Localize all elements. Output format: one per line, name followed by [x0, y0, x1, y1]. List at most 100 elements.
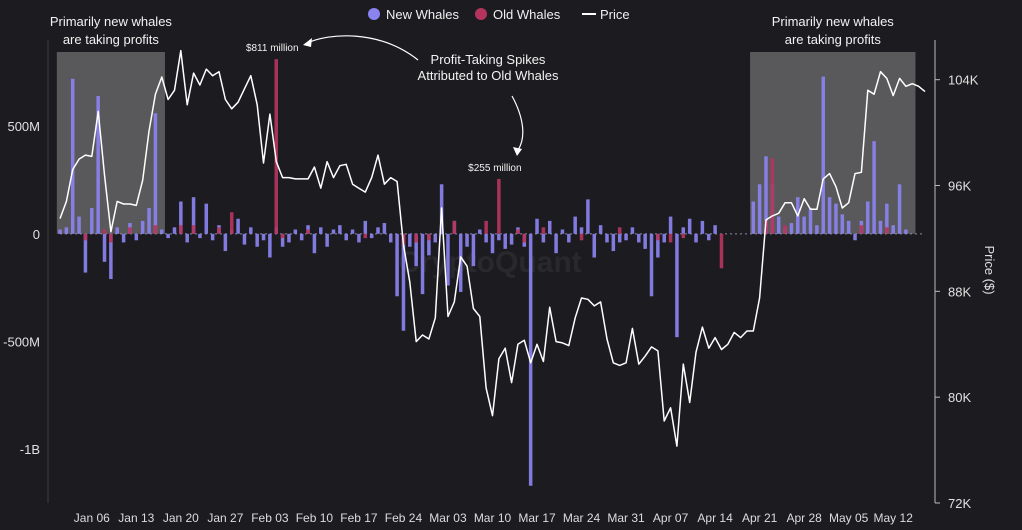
price-line-group — [59, 49, 926, 447]
highlight-label-2-line2: are taking profits — [785, 32, 882, 47]
x-axis: Jan 06 Jan 13 Jan 20 Jan 27 Feb 03 Feb 10 Feb … — [74, 511, 913, 525]
new-whales-bar — [147, 207, 151, 234]
old-whales-bars — [83, 59, 889, 269]
new-whales-bar — [656, 233, 660, 258]
new-whales-bar — [465, 233, 469, 247]
x-tick-label: Feb 03 — [251, 511, 289, 525]
new-whales-bar — [471, 233, 476, 267]
new-whales-bar — [904, 229, 908, 234]
new-whales-bar — [675, 233, 679, 338]
new-whales-bar — [776, 216, 781, 234]
old-whales-bar — [229, 212, 234, 234]
new-whales-bar — [121, 233, 126, 243]
new-whales-bar — [134, 233, 139, 241]
new-whales-bar — [433, 233, 438, 243]
new-whales-bar — [115, 227, 119, 234]
old-whales-bar — [516, 229, 520, 234]
highlight-label-2-line1: Primarily new whales — [772, 14, 895, 29]
highlight-zone-2 — [750, 52, 916, 234]
new-whales-bar — [287, 233, 291, 243]
new-whales-bar — [420, 233, 425, 295]
y2-tick-label: 88K — [948, 284, 971, 299]
old-whales-bar — [770, 158, 775, 234]
legend-label: Price — [600, 7, 630, 22]
old-whales-bar — [541, 227, 546, 234]
x-tick-label: Mar 10 — [474, 511, 512, 525]
x-tick-label: Jan 20 — [163, 511, 199, 525]
new-whales-bar — [408, 233, 412, 247]
x-tick-label: Feb 24 — [385, 511, 423, 525]
legend-label: Old Whales — [493, 7, 561, 22]
new-whales-bar — [319, 227, 323, 234]
new-whales-bar — [223, 233, 228, 252]
new-whales-bar — [891, 225, 895, 234]
new-whales-bar — [846, 220, 851, 234]
old-whales-bar — [102, 229, 107, 234]
old-whales-bar — [217, 227, 221, 234]
new-whales-bar — [713, 225, 717, 234]
new-whales-bar — [490, 233, 495, 254]
new-whales-bar — [853, 233, 857, 241]
new-whales-bar — [630, 227, 635, 234]
new-whales-bar — [579, 227, 584, 234]
new-whales-bars — [58, 76, 908, 486]
new-whales-bar — [751, 201, 756, 234]
price-line — [59, 49, 926, 447]
new-whales-bar — [592, 233, 597, 258]
new-whales-bar — [268, 233, 272, 258]
new-whales-bar — [707, 233, 711, 241]
old-whales-bar — [427, 233, 431, 241]
x-tick-label: Apr 07 — [653, 511, 689, 525]
new-whales-bar — [637, 233, 641, 243]
new-whales-bar — [866, 201, 870, 234]
old-whales-bar — [452, 220, 457, 234]
y2-tick-label: 80K — [948, 390, 971, 405]
right-y-axis: 104K 96K 88K 80K 72K — [935, 73, 979, 511]
new-whales-bar — [331, 229, 336, 234]
legend-swatch — [475, 8, 487, 20]
new-whales-bar — [567, 233, 571, 243]
new-whales-bar — [357, 233, 361, 243]
new-whales-bar — [484, 233, 488, 243]
new-whales-bar — [528, 233, 533, 486]
new-whales-bar — [611, 233, 616, 252]
old-whales-bar — [783, 225, 787, 234]
new-whales-bar — [369, 233, 374, 239]
new-whales-bar — [573, 216, 577, 234]
y-tick-label: 500M — [7, 119, 40, 134]
new-whales-bar — [872, 141, 876, 234]
x-tick-label: May 12 — [874, 511, 914, 525]
old-whales-bar — [668, 233, 673, 243]
old-whales-bar — [617, 227, 622, 234]
x-tick-label: Mar 24 — [563, 511, 601, 525]
new-whales-bar — [236, 218, 240, 234]
legend-label: New Whales — [386, 7, 459, 22]
callout-line2: Attributed to Old Whales — [418, 68, 559, 83]
new-whales-bar — [153, 113, 158, 234]
x-tick-label: Feb 17 — [340, 511, 378, 525]
new-whales-bar — [160, 229, 164, 234]
y2-tick-label: 96K — [948, 179, 971, 194]
new-whales-bar — [834, 203, 838, 234]
new-whales-bar — [478, 229, 482, 234]
new-whales-bar — [77, 216, 81, 234]
callout-line1: Profit-Taking Spikes — [431, 52, 546, 67]
new-whales-bar — [293, 229, 298, 234]
new-whales-bar — [261, 233, 266, 241]
new-whales-bar — [172, 227, 177, 234]
old-whales-bar — [885, 227, 889, 234]
new-whales-bar — [401, 233, 406, 331]
new-whales-bar — [497, 233, 501, 241]
new-whales-bar — [617, 233, 622, 243]
old-whales-bar — [280, 233, 285, 239]
new-whales-bar — [427, 233, 431, 256]
new-whales-bar — [541, 233, 546, 243]
x-tick-label: Feb 10 — [296, 511, 334, 525]
bar-annotation: $255 million — [468, 163, 521, 174]
highlight-labels: Primarily new whales are taking profits Pr… — [50, 14, 894, 47]
old-whales-bar — [859, 225, 864, 234]
old-whales-bar — [128, 227, 132, 234]
new-whales-bar — [700, 220, 705, 234]
new-whales-bar — [350, 229, 355, 234]
new-whales-bar — [382, 223, 387, 234]
